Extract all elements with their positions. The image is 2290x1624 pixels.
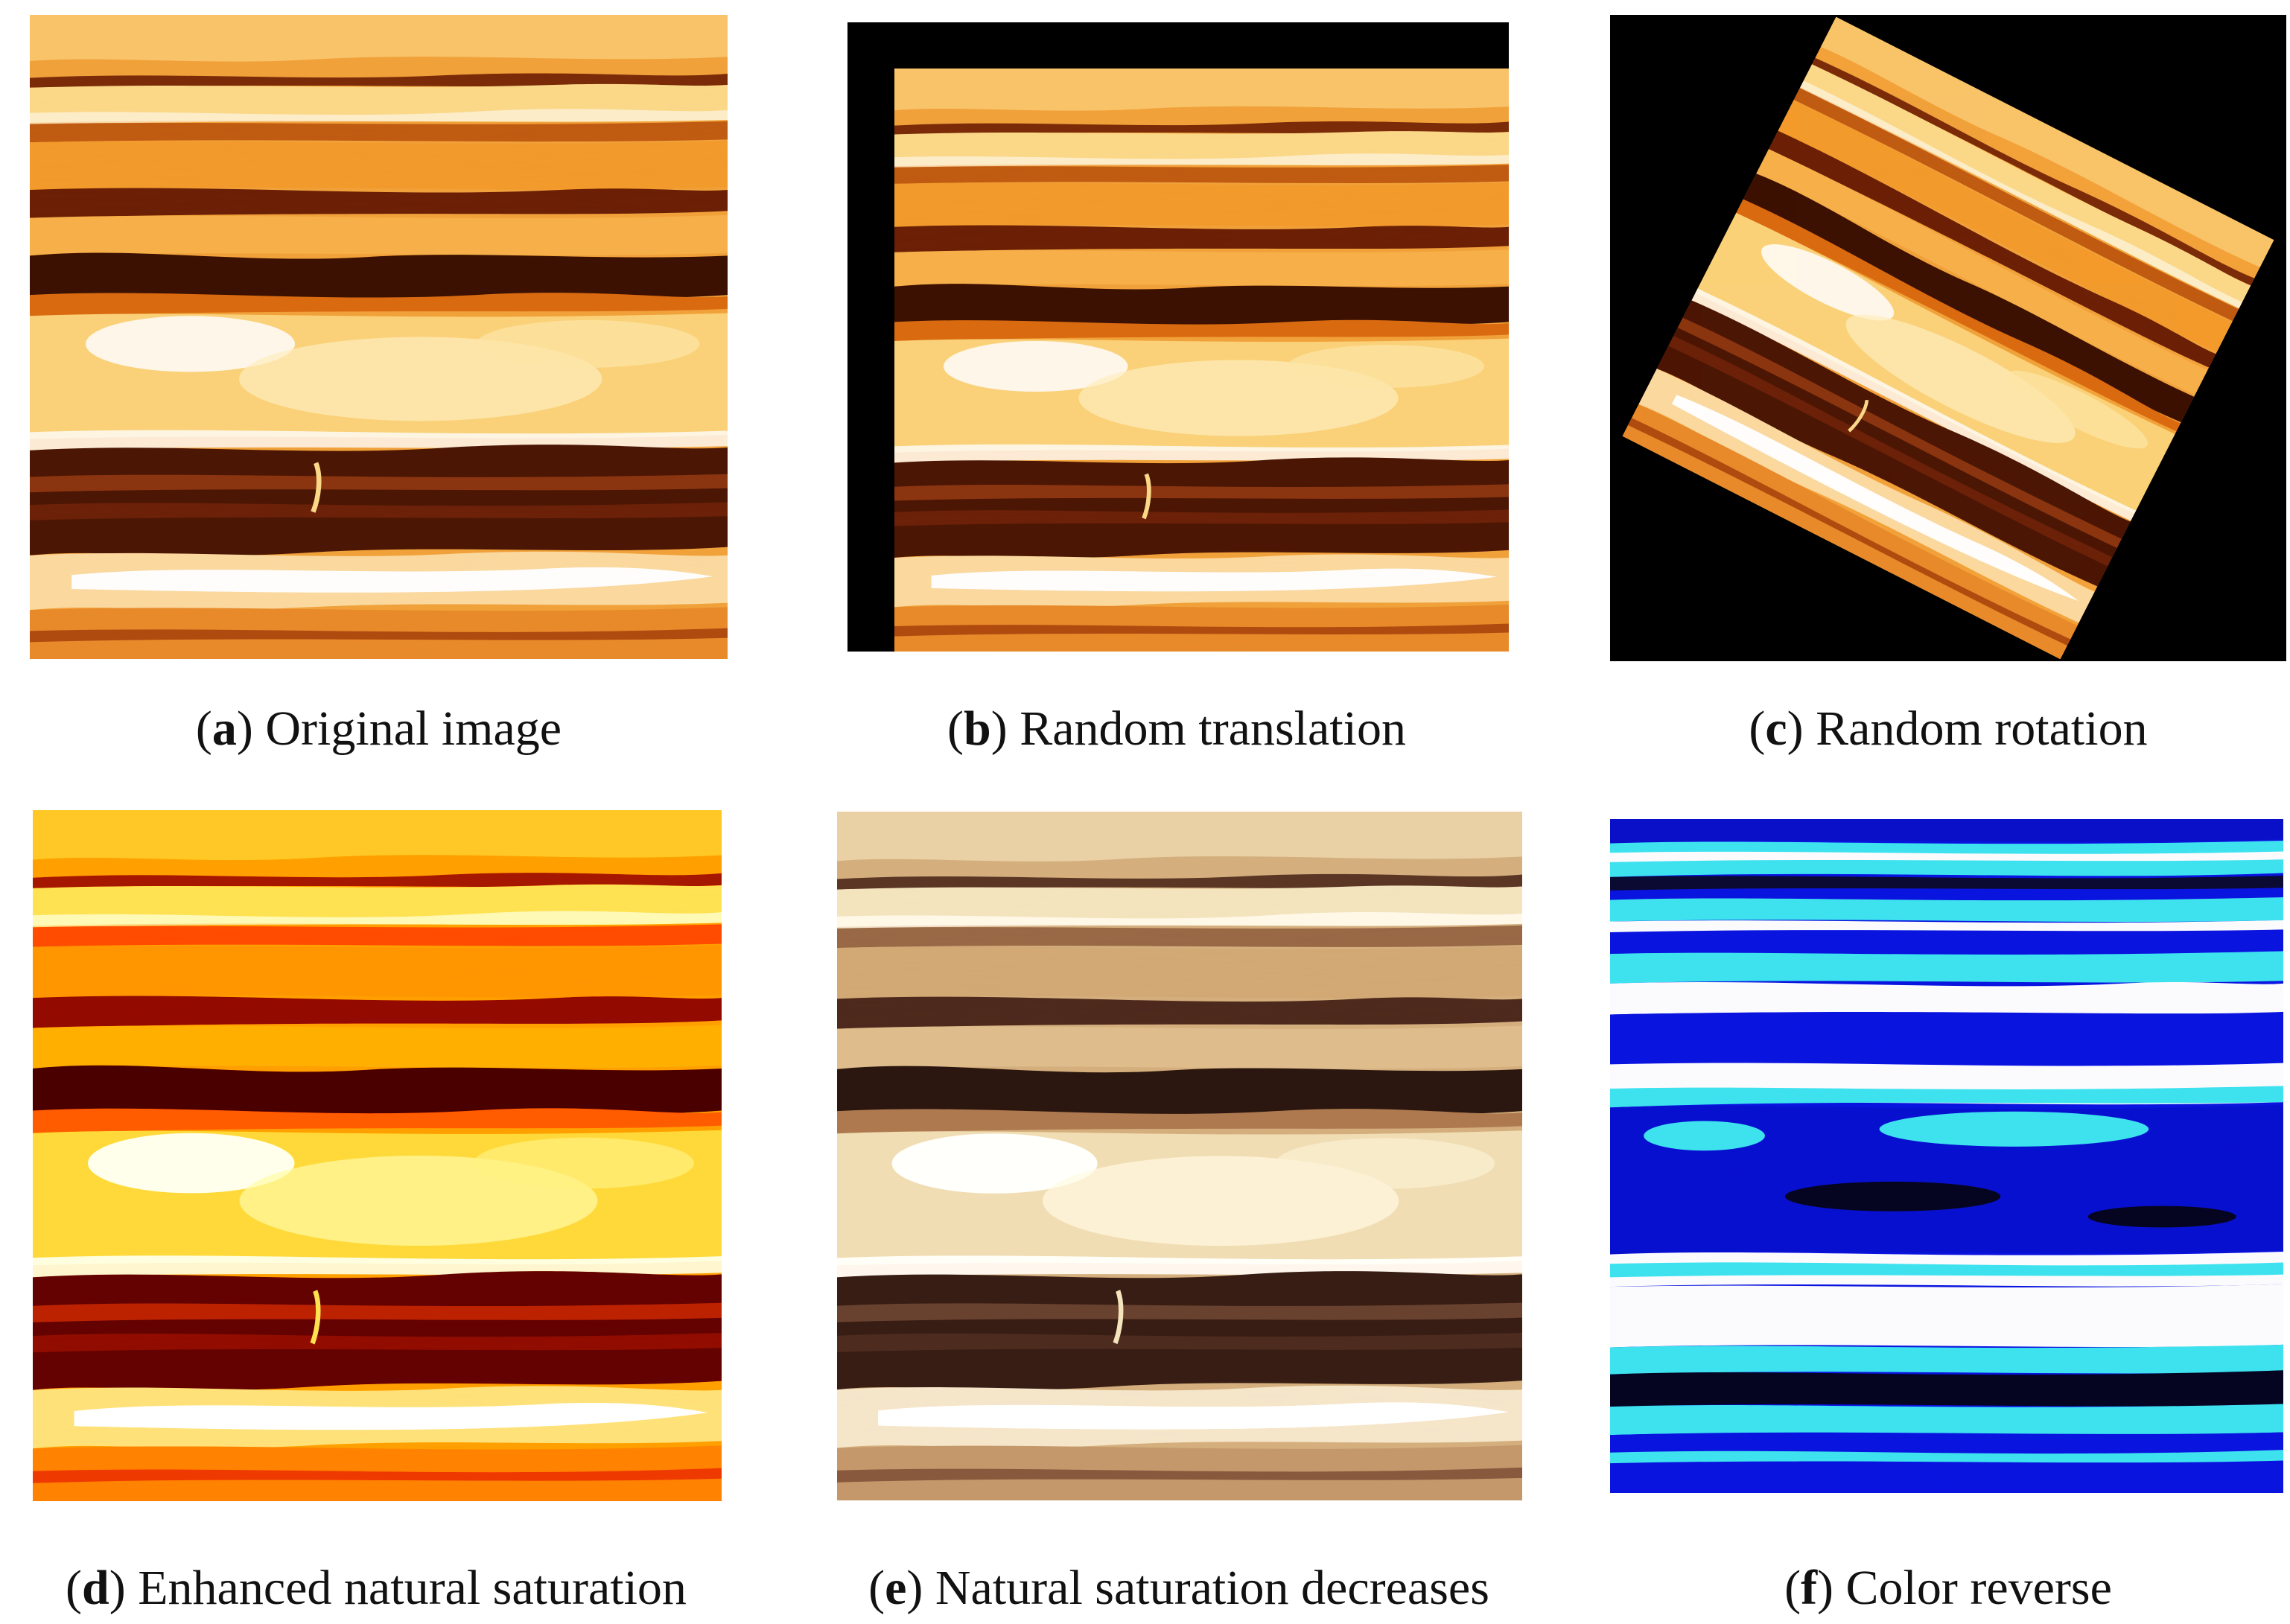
caption-a: (a) Original image: [195, 701, 562, 756]
caption-c: (c) Random rotation: [1749, 701, 2148, 756]
caption-e: (e) Natural saturation decreases: [868, 1561, 1489, 1615]
seismic-image-saturated: [33, 810, 722, 1501]
panel-color-reverse: [1610, 819, 2283, 1493]
seismic-image-color-reversed: [1610, 819, 2283, 1493]
panel-random-translation: [847, 22, 1509, 652]
panel-random-rotation: [1610, 15, 2286, 661]
caption-f: (f) Color reverse: [1784, 1561, 2112, 1615]
seismic-image-desaturated: [837, 812, 1522, 1500]
caption-d: (d) Enhanced natural saturation: [66, 1561, 687, 1615]
seismic-image-rotated: [1610, 15, 2286, 661]
panel-enhanced-saturation: [33, 810, 722, 1501]
caption-b: (b) Random translation: [947, 701, 1406, 756]
panel-original-image: [30, 15, 728, 659]
panel-reduced-saturation: [837, 812, 1522, 1500]
seismic-image-original: [30, 15, 728, 659]
seismic-image-translated: [894, 69, 1509, 652]
